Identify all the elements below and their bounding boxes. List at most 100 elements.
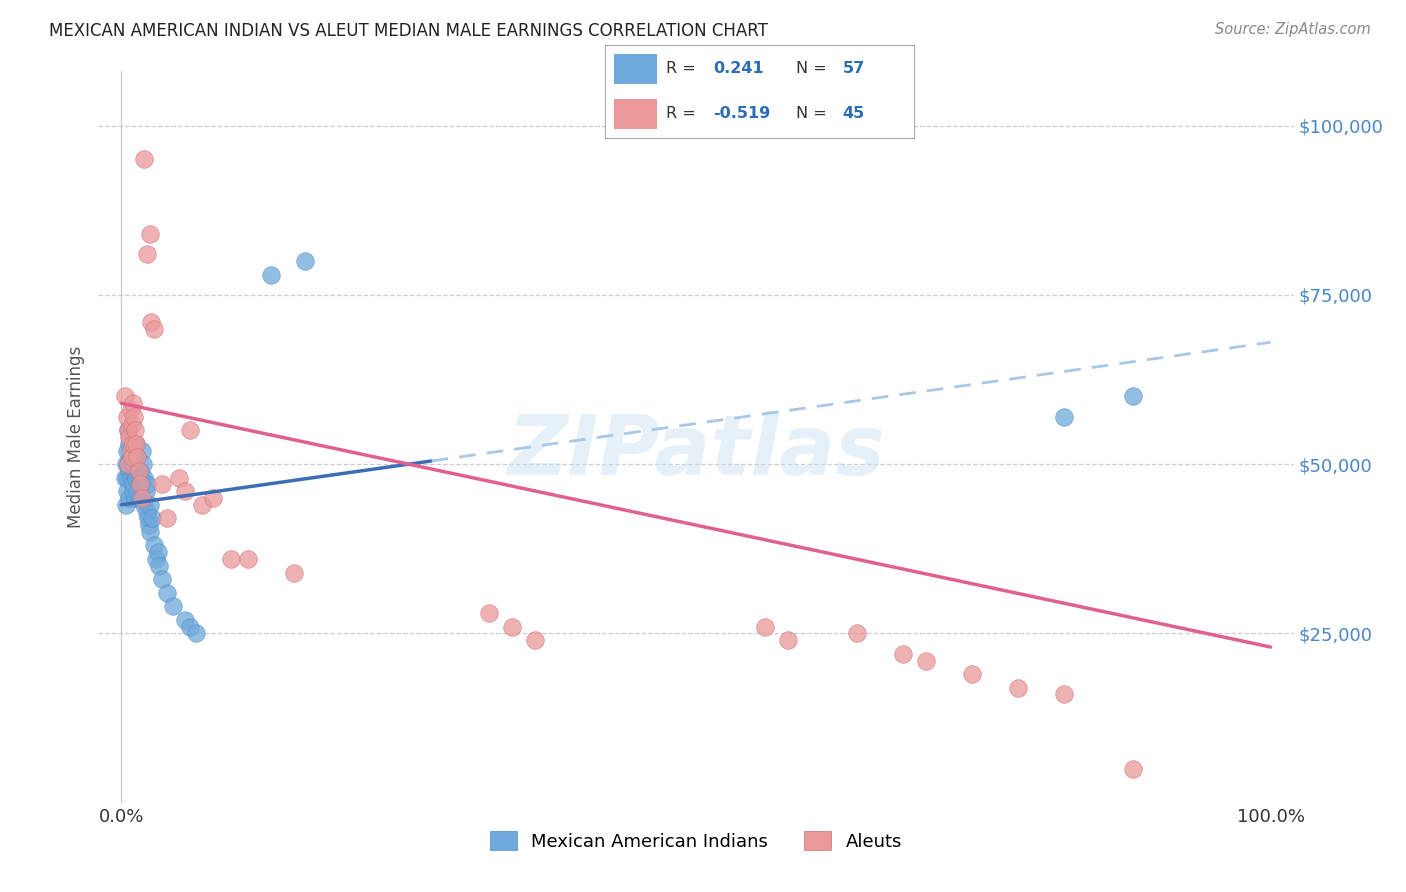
Point	[294, 254, 316, 268]
Text: 0.241: 0.241	[713, 62, 763, 77]
Legend: Mexican American Indians, Aleuts: Mexican American Indians, Aleuts	[481, 822, 911, 860]
Point	[125, 471, 148, 485]
Point	[128, 464, 150, 478]
Point	[191, 498, 214, 512]
Point	[118, 430, 141, 444]
Point	[127, 484, 149, 499]
Point	[118, 491, 141, 505]
Point	[121, 417, 143, 431]
Point	[117, 423, 139, 437]
Point	[118, 464, 141, 478]
Point	[1122, 762, 1144, 776]
Point	[128, 477, 150, 491]
Point	[122, 443, 145, 458]
Point	[776, 633, 799, 648]
Point	[128, 464, 150, 478]
Point	[148, 558, 170, 573]
Point	[114, 389, 136, 403]
Point	[501, 620, 523, 634]
Point	[260, 268, 283, 282]
Point	[173, 484, 195, 499]
Point	[117, 423, 139, 437]
Text: Source: ZipAtlas.com: Source: ZipAtlas.com	[1215, 22, 1371, 37]
Point	[122, 477, 145, 491]
Point	[167, 471, 190, 485]
Point	[129, 471, 152, 485]
Point	[1053, 409, 1076, 424]
Text: 57: 57	[842, 62, 865, 77]
Point	[118, 437, 141, 451]
Point	[114, 471, 136, 485]
Point	[120, 443, 142, 458]
Point	[121, 450, 143, 465]
Point	[173, 613, 195, 627]
Point	[148, 545, 170, 559]
Point	[179, 620, 201, 634]
Point	[139, 227, 162, 241]
Point	[124, 423, 146, 437]
Point	[127, 450, 149, 465]
Point	[120, 471, 142, 485]
Point	[122, 396, 145, 410]
Text: -0.519: -0.519	[713, 106, 770, 121]
Point	[121, 457, 143, 471]
Point	[891, 647, 914, 661]
Text: MEXICAN AMERICAN INDIAN VS ALEUT MEDIAN MALE EARNINGS CORRELATION CHART: MEXICAN AMERICAN INDIAN VS ALEUT MEDIAN …	[49, 22, 768, 40]
Point	[128, 491, 150, 505]
Point	[1007, 681, 1029, 695]
Point	[135, 247, 157, 261]
Point	[115, 498, 138, 512]
Point	[135, 505, 157, 519]
Point	[120, 450, 142, 465]
Point	[125, 437, 148, 451]
Point	[139, 524, 162, 539]
Text: R =: R =	[666, 106, 702, 121]
Point	[136, 511, 159, 525]
Point	[135, 477, 157, 491]
Point	[131, 443, 153, 458]
Point	[141, 511, 163, 525]
Point	[122, 437, 145, 451]
FancyBboxPatch shape	[614, 54, 657, 84]
Point	[478, 606, 501, 620]
Point	[122, 464, 145, 478]
Point	[115, 443, 138, 458]
Point	[122, 484, 145, 499]
Point	[524, 633, 547, 648]
Point	[120, 403, 142, 417]
Point	[754, 620, 776, 634]
Point	[156, 511, 179, 525]
Point	[121, 477, 143, 491]
Point	[202, 491, 225, 505]
Point	[124, 464, 146, 478]
Point	[122, 409, 145, 424]
Point	[914, 654, 936, 668]
Point	[117, 457, 139, 471]
Point	[142, 538, 165, 552]
Point	[115, 409, 138, 424]
Point	[141, 315, 163, 329]
Point	[184, 626, 207, 640]
Point	[115, 457, 138, 471]
Point	[131, 477, 153, 491]
Point	[150, 572, 173, 586]
Point	[132, 457, 155, 471]
Text: N =: N =	[796, 62, 832, 77]
Text: R =: R =	[666, 62, 702, 77]
FancyBboxPatch shape	[614, 99, 657, 129]
Point	[134, 153, 156, 167]
Text: ZIPatlas: ZIPatlas	[508, 411, 884, 492]
Point	[139, 498, 162, 512]
Point	[1053, 688, 1076, 702]
Point	[145, 552, 167, 566]
Text: N =: N =	[796, 106, 832, 121]
Point	[156, 586, 179, 600]
Y-axis label: Median Male Earnings: Median Male Earnings	[67, 346, 86, 528]
Point	[125, 437, 148, 451]
Point	[236, 552, 259, 566]
Point	[124, 491, 146, 505]
Point	[122, 457, 145, 471]
Point	[960, 667, 983, 681]
Point	[179, 423, 201, 437]
Point	[131, 491, 153, 505]
